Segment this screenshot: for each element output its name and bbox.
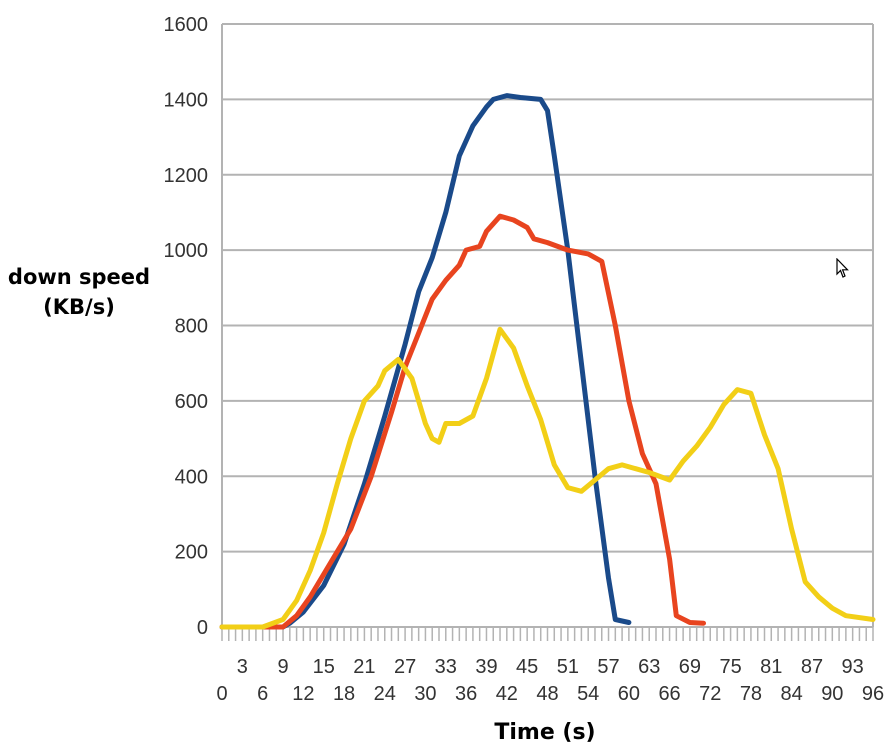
- series-line-2: [219, 213, 706, 630]
- x-tick-label: 78: [740, 683, 762, 705]
- x-tick-label: 81: [760, 656, 782, 678]
- x-tick-label: 54: [577, 683, 599, 705]
- y-axis-label-line-2: (KB/s): [43, 295, 115, 319]
- y-tick-label: 1200: [164, 165, 209, 187]
- x-tick-label: 57: [597, 656, 619, 678]
- x-tick-label: 12: [292, 683, 314, 705]
- x-tick-label: 24: [374, 683, 396, 705]
- y-tick-label: 400: [175, 466, 208, 488]
- y-tick-label: 1600: [164, 14, 209, 36]
- x-tick-label: 51: [557, 656, 579, 678]
- x-tick-label: 27: [394, 656, 416, 678]
- x-tick-label: 93: [842, 656, 864, 678]
- x-tick-label: 9: [277, 656, 288, 678]
- y-tick-label: 0: [197, 617, 208, 639]
- x-tick-label: 45: [516, 656, 538, 678]
- y-tick-label: 600: [175, 391, 208, 413]
- x-tick-label: 66: [658, 683, 680, 705]
- x-tick-label: 48: [536, 683, 558, 705]
- x-tick-label: 36: [455, 683, 477, 705]
- x-tick-label: 3: [237, 656, 248, 678]
- x-tick-label: 69: [679, 656, 701, 678]
- y-tick-label: 1000: [164, 240, 209, 262]
- x-tick-label: 18: [333, 683, 355, 705]
- y-tick-label: 800: [175, 316, 208, 338]
- y-axis-label: down speed (KB/s): [0, 262, 158, 322]
- x-tick-label: 0: [216, 683, 227, 705]
- x-tick-label: 15: [313, 656, 335, 678]
- y-tick-label: 200: [175, 542, 208, 564]
- x-tick-label: 84: [781, 683, 803, 705]
- x-tick-label: 75: [719, 656, 741, 678]
- x-axis-label: Time (s): [494, 720, 596, 745]
- x-tick-label: 30: [414, 683, 436, 705]
- x-tick-label: 63: [638, 656, 660, 678]
- mouse-pointer-icon: [836, 258, 849, 278]
- x-tick-label: 87: [801, 656, 823, 678]
- x-tick-label: 96: [862, 683, 884, 705]
- x-tick-label: 42: [496, 683, 518, 705]
- x-tick-label: 90: [821, 683, 843, 705]
- x-tick-label: 21: [353, 656, 375, 678]
- x-tick-label: 33: [435, 656, 457, 678]
- x-tick-label: 72: [699, 683, 721, 705]
- y-tick-label: 1400: [164, 89, 209, 111]
- x-tick-label: 6: [257, 683, 268, 705]
- series-line-3: [219, 326, 876, 630]
- x-tick-label: 60: [618, 683, 640, 705]
- series-line-1: [219, 93, 632, 630]
- x-tick-label: 39: [475, 656, 497, 678]
- y-axis-label-line-1: down speed: [7, 265, 151, 289]
